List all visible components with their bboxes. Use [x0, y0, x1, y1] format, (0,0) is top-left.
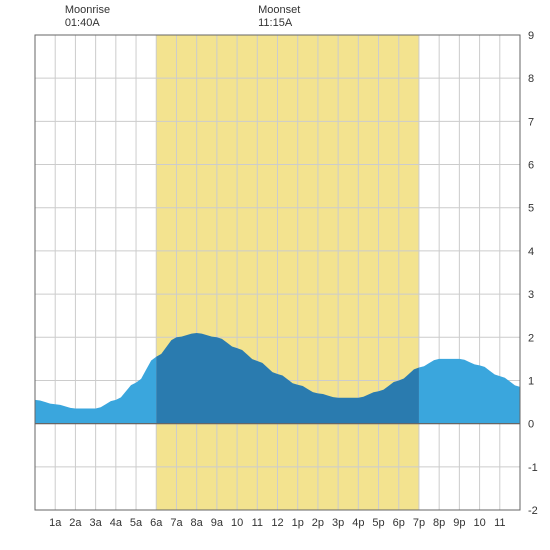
svg-text:4p: 4p — [352, 517, 364, 529]
svg-text:9p: 9p — [453, 517, 465, 529]
svg-text:2a: 2a — [69, 517, 82, 529]
svg-text:6a: 6a — [150, 517, 163, 529]
moonset-name: Moonset — [258, 4, 300, 17]
svg-text:9: 9 — [528, 30, 534, 42]
svg-text:2p: 2p — [312, 517, 324, 529]
svg-text:4: 4 — [528, 246, 534, 258]
svg-text:12: 12 — [271, 517, 283, 529]
svg-text:8p: 8p — [433, 517, 445, 529]
tide-chart-container: Moonrise 01:40A Moonset 11:15A -2-101234… — [0, 0, 550, 550]
svg-text:9a: 9a — [211, 517, 224, 529]
svg-text:5: 5 — [528, 203, 534, 215]
svg-text:11: 11 — [252, 517, 263, 529]
moonrise-name: Moonrise — [65, 4, 110, 17]
svg-text:2: 2 — [528, 332, 534, 344]
svg-text:8a: 8a — [191, 517, 204, 529]
moonrise-label: Moonrise 01:40A — [65, 4, 110, 30]
svg-text:1: 1 — [528, 375, 534, 387]
svg-text:3p: 3p — [332, 517, 344, 529]
svg-text:4a: 4a — [110, 517, 123, 529]
svg-text:0: 0 — [528, 419, 534, 431]
svg-text:5a: 5a — [130, 517, 143, 529]
svg-text:11: 11 — [494, 517, 505, 529]
svg-text:7a: 7a — [170, 517, 183, 529]
svg-text:1p: 1p — [292, 517, 304, 529]
svg-text:6: 6 — [528, 160, 534, 172]
svg-text:7: 7 — [528, 116, 534, 128]
svg-text:5p: 5p — [372, 517, 384, 529]
svg-text:10: 10 — [473, 517, 485, 529]
svg-text:3: 3 — [528, 289, 534, 301]
svg-text:7p: 7p — [413, 517, 425, 529]
tide-chart: -2-101234567891a2a3a4a5a6a7a8a9a1011121p… — [0, 0, 550, 550]
svg-text:-2: -2 — [528, 505, 538, 517]
moonset-time: 11:15A — [258, 17, 300, 30]
moonrise-time: 01:40A — [65, 17, 110, 30]
svg-text:10: 10 — [231, 517, 243, 529]
svg-text:8: 8 — [528, 73, 534, 85]
svg-text:1a: 1a — [49, 517, 62, 529]
svg-text:6p: 6p — [393, 517, 405, 529]
svg-text:-1: -1 — [528, 462, 538, 474]
svg-text:3a: 3a — [90, 517, 103, 529]
moonset-label: Moonset 11:15A — [258, 4, 300, 30]
